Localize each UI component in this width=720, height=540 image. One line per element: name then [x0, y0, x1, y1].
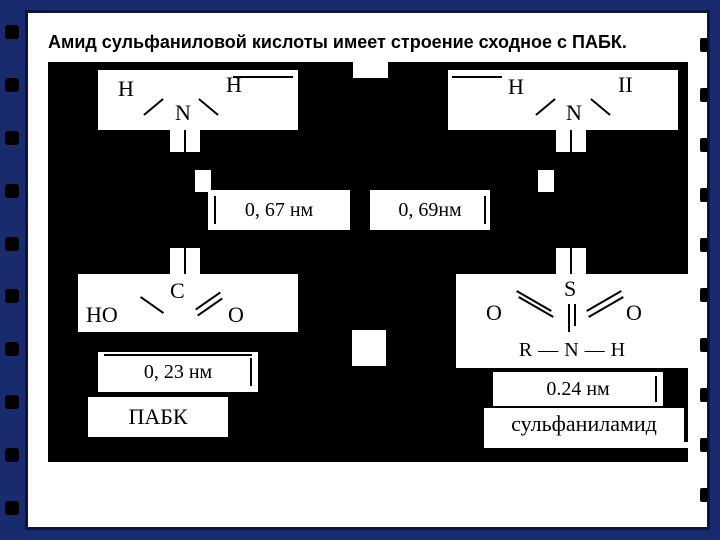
- right-H2: II: [618, 72, 633, 98]
- chemistry-diagram: H H N 0, 67 нм C HO O: [48, 62, 688, 462]
- right-O1: O: [486, 300, 502, 326]
- right-dim-width: 0.24 нм: [546, 378, 609, 401]
- left-O: O: [228, 302, 244, 328]
- left-HO: HO: [86, 302, 118, 328]
- right-mol-name: сульфаниламид: [511, 411, 657, 437]
- right-H1: H: [508, 74, 524, 100]
- left-C: C: [170, 278, 185, 304]
- right-N: N: [566, 100, 582, 126]
- slide-title: Амид сульфаниловой кислоты имеет строени…: [48, 31, 687, 54]
- left-H2: H: [226, 72, 242, 98]
- slide-frame: Амид сульфаниловой кислоты имеет строени…: [25, 10, 710, 530]
- film-holes-right: [700, 23, 710, 517]
- left-dim-width: 0, 23 нм: [144, 361, 212, 384]
- left-N: N: [175, 100, 191, 126]
- right-NH-N: N: [564, 339, 578, 362]
- right-S: S: [564, 276, 576, 302]
- right-dim-length: 0, 69нм: [398, 199, 461, 222]
- right-O2: O: [626, 300, 642, 326]
- right-R: R: [519, 339, 532, 362]
- left-H1: H: [118, 76, 134, 102]
- left-dim-length: 0, 67 нм: [245, 199, 313, 222]
- left-mol-name: ПАБК: [128, 404, 187, 430]
- right-NH-H: H: [611, 339, 625, 362]
- film-holes-left: [5, 10, 21, 530]
